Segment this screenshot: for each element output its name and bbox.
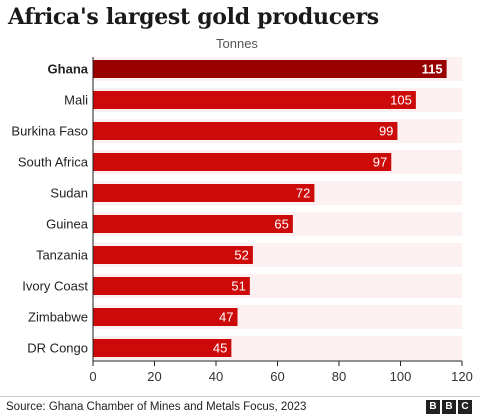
bar-ivory-coast: [93, 277, 250, 295]
value-label-ivory-coast: 51: [231, 279, 245, 294]
logo-letter-b1: B: [426, 400, 440, 414]
x-tick-label-60: 60: [270, 369, 284, 384]
logo-letter-b2: B: [442, 400, 456, 414]
bar-burkina-faso: [93, 122, 398, 140]
value-label-burkina-faso: 99: [379, 124, 393, 139]
unit-label: Tonnes: [216, 36, 258, 51]
bar-ghana: [93, 60, 447, 78]
value-label-mali: 105: [390, 93, 412, 108]
source-note: Source: Ghana Chamber of Mines and Metal…: [6, 401, 307, 413]
footer-divider: [0, 396, 480, 397]
category-label-dr-congo: DR Congo: [27, 341, 88, 356]
category-label-tanzania: Tanzania: [36, 248, 89, 263]
value-label-dr-congo: 45: [213, 341, 227, 356]
bar-south-africa: [93, 153, 392, 171]
value-label-tanzania: 52: [234, 248, 248, 263]
category-label-guinea: Guinea: [46, 217, 89, 232]
value-label-south-africa: 97: [373, 155, 387, 170]
category-label-ghana: Ghana: [48, 62, 89, 77]
bar-dr-congo: [93, 339, 232, 357]
category-label-south-africa: South Africa: [18, 155, 89, 170]
bar-sudan: [93, 184, 315, 202]
category-label-ivory-coast: Ivory Coast: [22, 279, 88, 294]
value-label-zimbabwe: 47: [219, 310, 233, 325]
category-label-mali: Mali: [64, 93, 88, 108]
bar-zimbabwe: [93, 308, 238, 326]
bar-guinea: [93, 215, 293, 233]
category-label-sudan: Sudan: [50, 186, 88, 201]
bar-tanzania: [93, 246, 253, 264]
bar-chart: Ghana 115 Mali 105 Burkina Faso 99 South Afric…: [11, 57, 473, 384]
bar-mali: [93, 91, 416, 109]
category-label-zimbabwe: Zimbabwe: [28, 310, 88, 325]
value-label-guinea: 65: [274, 217, 288, 232]
bbc-logo: B B C: [426, 400, 472, 414]
x-tick-label-0: 0: [89, 369, 96, 384]
x-tick-label-40: 40: [209, 369, 223, 384]
chart-title: Africa's largest gold producers: [8, 4, 379, 30]
value-label-ghana: 115: [422, 62, 443, 77]
value-label-sudan: 72: [296, 186, 310, 201]
category-label-burkina-faso: Burkina Faso: [11, 124, 88, 139]
x-tick-label-100: 100: [390, 369, 412, 384]
logo-letter-c: C: [458, 400, 472, 414]
x-tick-label-20: 20: [147, 369, 161, 384]
x-tick-label-120: 120: [451, 369, 473, 384]
x-tick-label-80: 80: [332, 369, 346, 384]
